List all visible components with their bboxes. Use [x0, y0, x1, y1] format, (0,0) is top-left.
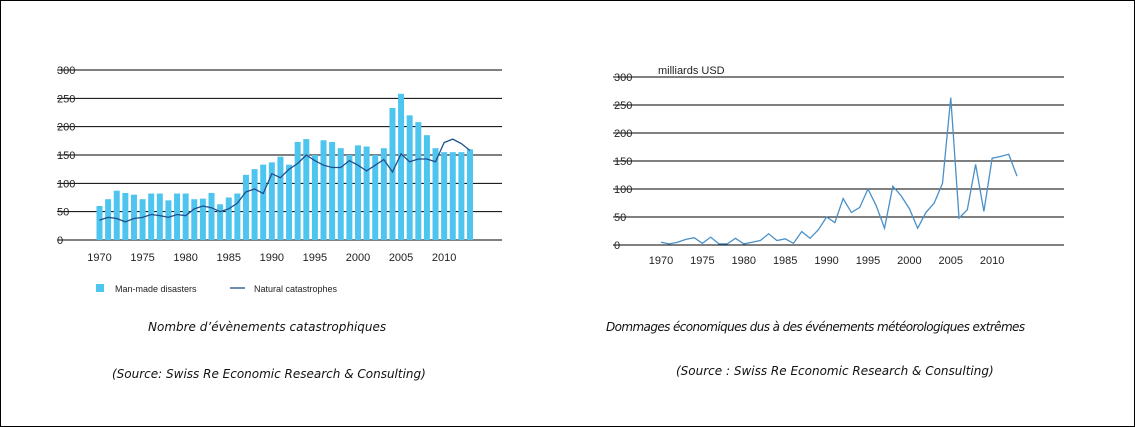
legend-swatch-man-made [96, 284, 104, 292]
man-made-bar [398, 93, 405, 240]
man-made-bar [311, 155, 318, 240]
right-x-tick-labels: 1970 1975 1980 1985 1990 1995 2000 2005 2010 [649, 255, 1005, 267]
man-made-bar [329, 141, 336, 240]
man-made-bar [182, 193, 189, 240]
legend-label-man-made: Man-made disasters [115, 284, 197, 294]
left-x-tick-label: 2010 [432, 252, 456, 264]
right-x-tick-label: 2000 [897, 255, 921, 267]
right-chart-source: (Source : Swiss Re Economic Research & C… [676, 364, 994, 378]
man-made-bar [113, 190, 120, 240]
man-made-bar [380, 148, 387, 240]
man-made-bar [96, 206, 103, 240]
left-x-tick-label: 2005 [389, 252, 413, 264]
right-y-tick-label: 100 [614, 184, 632, 196]
man-made-bar [389, 107, 396, 240]
right-x-tick-label: 1980 [732, 255, 756, 267]
left-x-tick-label: 1985 [217, 252, 241, 264]
man-made-bar [277, 156, 284, 240]
right-y-tick-label: 200 [614, 128, 632, 140]
right-chart-caption: Dommages économiques dus à des événement… [606, 320, 1025, 334]
left-y-tick-label: 250 [57, 93, 75, 105]
man-made-bar [467, 149, 473, 240]
man-made-bar [294, 141, 301, 240]
right-y-tick-label: 250 [614, 100, 632, 112]
left-x-tick-label: 1995 [303, 252, 327, 264]
right-x-tick-label: 1975 [690, 255, 714, 267]
left-y-tick-label: 100 [57, 178, 75, 190]
man-made-bar [217, 204, 224, 240]
left-x-tick-label: 2000 [346, 252, 370, 264]
man-made-bar [303, 139, 310, 240]
left-y-tick-labels: 0 50 100 150 200 250 300 [57, 65, 75, 247]
right-x-tick-label: 1990 [814, 255, 838, 267]
left-y-tick-label: 300 [57, 65, 75, 77]
right-x-tick-label: 1995 [856, 255, 880, 267]
left-y-tick-label: 200 [57, 122, 75, 134]
left-x-tick-label: 1980 [173, 252, 197, 264]
left-x-tick-label: 1975 [130, 252, 154, 264]
man-made-bar [406, 115, 413, 240]
man-made-bar [372, 155, 379, 240]
left-x-tick-label: 1990 [260, 252, 284, 264]
right-y-tick-label: 50 [614, 212, 626, 224]
left-legend: Man-made disasters Natural catastrophes [96, 284, 338, 294]
man-made-bar [156, 193, 163, 240]
man-made-bar [441, 152, 448, 240]
man-made-bar [260, 164, 267, 240]
man-made-bar [363, 146, 370, 240]
right-x-tick-label: 1985 [773, 255, 797, 267]
man-made-bar [346, 155, 353, 240]
man-made-bar [337, 148, 344, 240]
right-y-tick-labels: 0 50 100 150 200 250 300 [614, 72, 632, 252]
left-chart-caption: Nombre d’évènements catastrophiques [148, 320, 387, 334]
left-chart-source: (Source: Swiss Re Economic Research & Co… [112, 367, 426, 381]
man-made-bar [122, 192, 129, 240]
right-x-tick-label: 2010 [980, 255, 1004, 267]
natural-catastrophes-line [99, 138, 471, 223]
man-made-bar [354, 145, 361, 240]
man-made-bar [174, 193, 181, 240]
man-made-bar [286, 164, 293, 240]
man-made-bar [251, 169, 258, 240]
right-x-tick-label: 1970 [649, 255, 673, 267]
right-x-tick-label: 2005 [939, 255, 963, 267]
man-made-bar [320, 140, 327, 240]
right-gridlines [613, 76, 1064, 246]
man-made-bar [423, 135, 430, 240]
left-bars [96, 93, 473, 240]
man-made-bar [148, 193, 155, 240]
man-made-bar [449, 152, 456, 240]
man-made-bar [105, 199, 112, 240]
man-made-bar [234, 193, 241, 240]
man-made-bar [130, 194, 137, 240]
right-y-tick-label: 300 [614, 72, 632, 84]
left-x-tick-label: 1970 [87, 252, 111, 264]
left-x-tick-labels: 1970 1975 1980 1985 1990 1995 2000 2005 2010 [87, 252, 456, 264]
man-made-bar [458, 152, 465, 240]
man-made-bar [139, 199, 146, 240]
man-made-bar [415, 122, 422, 240]
man-made-bar [208, 192, 215, 240]
man-made-bar [432, 148, 439, 240]
man-made-bar [268, 162, 275, 240]
right-y-axis-unit-label: milliards USD [658, 65, 725, 77]
left-y-tick-label: 0 [57, 235, 63, 247]
man-made-bar [199, 198, 206, 240]
man-made-bar [191, 199, 198, 240]
man-made-bar [242, 174, 249, 240]
man-made-bar [225, 197, 232, 240]
left-y-tick-label: 150 [57, 150, 75, 162]
left-y-tick-label: 50 [57, 207, 69, 219]
legend-label-natural: Natural catastrophes [254, 284, 338, 294]
right-y-tick-label: 0 [614, 240, 620, 252]
right-y-tick-label: 150 [614, 156, 632, 168]
economic-damages-line [660, 97, 1018, 245]
man-made-bar [165, 200, 172, 240]
